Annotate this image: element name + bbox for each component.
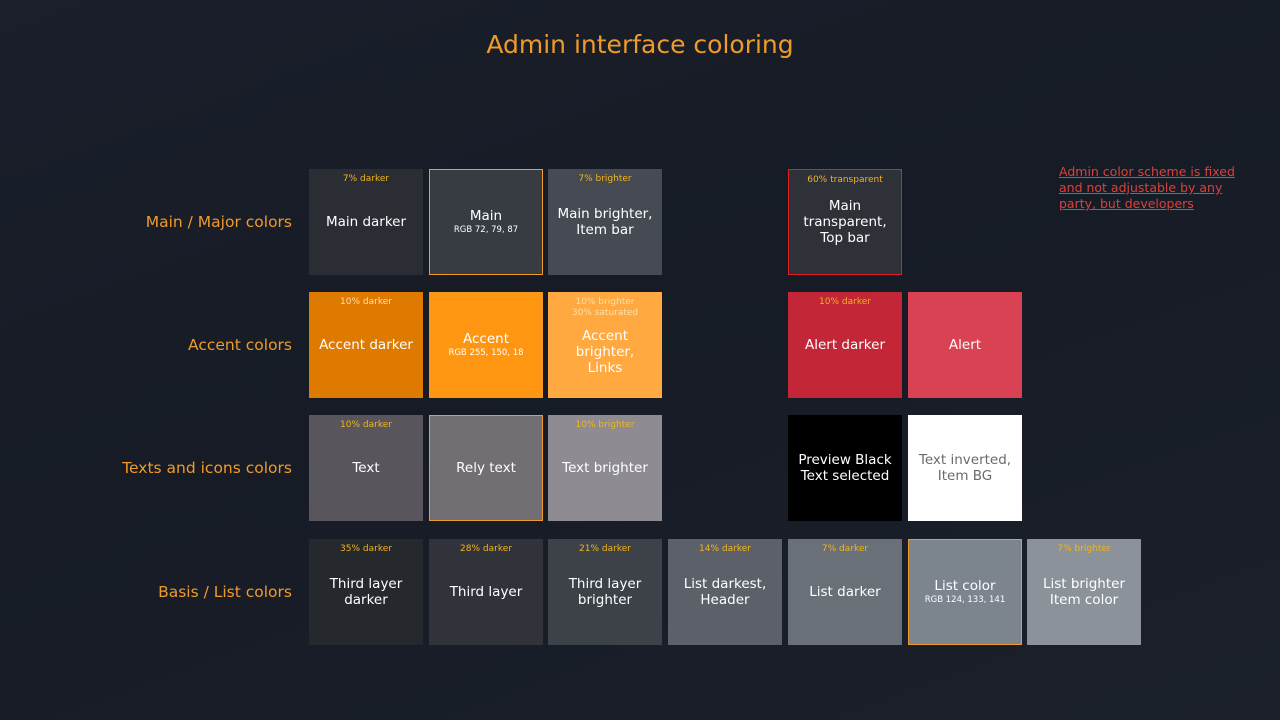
row-label-texts: Texts and icons colors [122,459,292,477]
swatch-third-layer[interactable]: 28% darker Third layer [429,539,543,645]
swatch-tag: 7% darker [342,174,390,184]
swatch-tag: 7% darker [821,544,869,554]
row-label-basis: Basis / List colors [158,583,292,601]
swatch-text-brighter[interactable]: 10% brighter Text brighter [548,415,662,521]
swatch-alert-darker[interactable]: 10% darker Alert darker [788,292,902,398]
swatch-name: Accent darker [319,337,413,353]
row-label-accent: Accent colors [188,336,292,354]
swatch-list-color[interactable]: List color RGB 124, 133, 141 [908,539,1022,645]
swatch-tag: 7% brighter [578,174,632,184]
swatch-name: List color [934,578,996,594]
swatch-accent[interactable]: Accent RGB 255, 150, 18 [429,292,543,398]
swatch-rgb: RGB 124, 133, 141 [924,595,1006,605]
swatch-tag: 10% darker [819,297,871,307]
swatch-name: Rely text [456,460,516,476]
swatch-accent-darker[interactable]: 10% darker Accent darker [309,292,423,398]
swatch-name: Main [469,208,503,224]
swatch-name: Third layer darker [329,576,403,608]
swatch-tag: 10% darker [340,420,392,430]
swatch-tag: 60% transparent [807,175,883,185]
swatch-alert[interactable]: Alert [908,292,1022,398]
swatch-name: Accent [463,331,509,347]
swatch-tag: 10% brighter [575,420,635,430]
swatch-list-darker[interactable]: 7% darker List darker [788,539,902,645]
swatch-name: Third layer brighter [568,576,642,608]
swatch-name: Main darker [325,214,407,230]
swatch-tag: 35% darker [340,544,392,554]
swatch-name: Main transparent, Top bar [803,198,887,246]
page-title: Admin interface coloring [486,30,794,59]
swatch-name: Text [352,460,380,476]
swatch-list-brighter[interactable]: 7% brighter List brighter Item color [1027,539,1141,645]
swatch-name: Accent brighter, Links [575,328,635,376]
swatch-main-brighter[interactable]: 7% brighter Main brighter, Item bar [548,169,662,275]
swatch-tag: 28% darker [460,544,512,554]
swatch-tag: 21% darker [579,544,631,554]
swatch-name: List darker [809,584,881,600]
swatch-rgb: RGB 72, 79, 87 [453,225,519,235]
swatch-rgb: RGB 255, 150, 18 [448,348,524,358]
swatch-tag: 14% darker [699,544,751,554]
swatch-name: Third layer [449,584,523,600]
swatch-list-darkest[interactable]: 14% darker List darkest, Header [668,539,782,645]
swatch-name: Alert darker [804,337,885,353]
swatch-name: List darkest, Header [683,576,767,608]
row-label-main: Main / Major colors [145,213,292,231]
swatch-preview-black[interactable]: Preview Black Text selected [788,415,902,521]
swatch-accent-brighter[interactable]: 10% brighter 30% saturated Accent bright… [548,292,662,398]
swatch-text-inverted[interactable]: Text inverted, Item BG [908,415,1022,521]
swatch-tag: 10% brighter 30% saturated [571,297,639,318]
swatch-text[interactable]: 10% darker Text [309,415,423,521]
swatch-name: List brighter Item color [1042,576,1126,608]
swatch-main-transparent[interactable]: 60% transparent Main transparent, Top ba… [788,169,902,275]
swatch-third-layer-darker[interactable]: 35% darker Third layer darker [309,539,423,645]
scheme-note-link[interactable]: Admin color scheme is fixed and not adju… [1059,164,1235,211]
swatch-name: Alert [948,337,982,353]
swatch-main[interactable]: Main RGB 72, 79, 87 [429,169,543,275]
swatch-tag: 7% brighter [1057,544,1111,554]
swatch-name: Text brighter [562,460,648,476]
swatch-third-layer-brighter[interactable]: 21% darker Third layer brighter [548,539,662,645]
swatch-rely-text[interactable]: Rely text [429,415,543,521]
swatch-name: Preview Black Text selected [798,452,892,484]
swatch-name: Main brighter, Item bar [557,206,653,238]
swatch-tag: 10% darker [340,297,392,307]
swatch-name: Text inverted, Item BG [918,452,1012,484]
swatch-main-darker[interactable]: 7% darker Main darker [309,169,423,275]
